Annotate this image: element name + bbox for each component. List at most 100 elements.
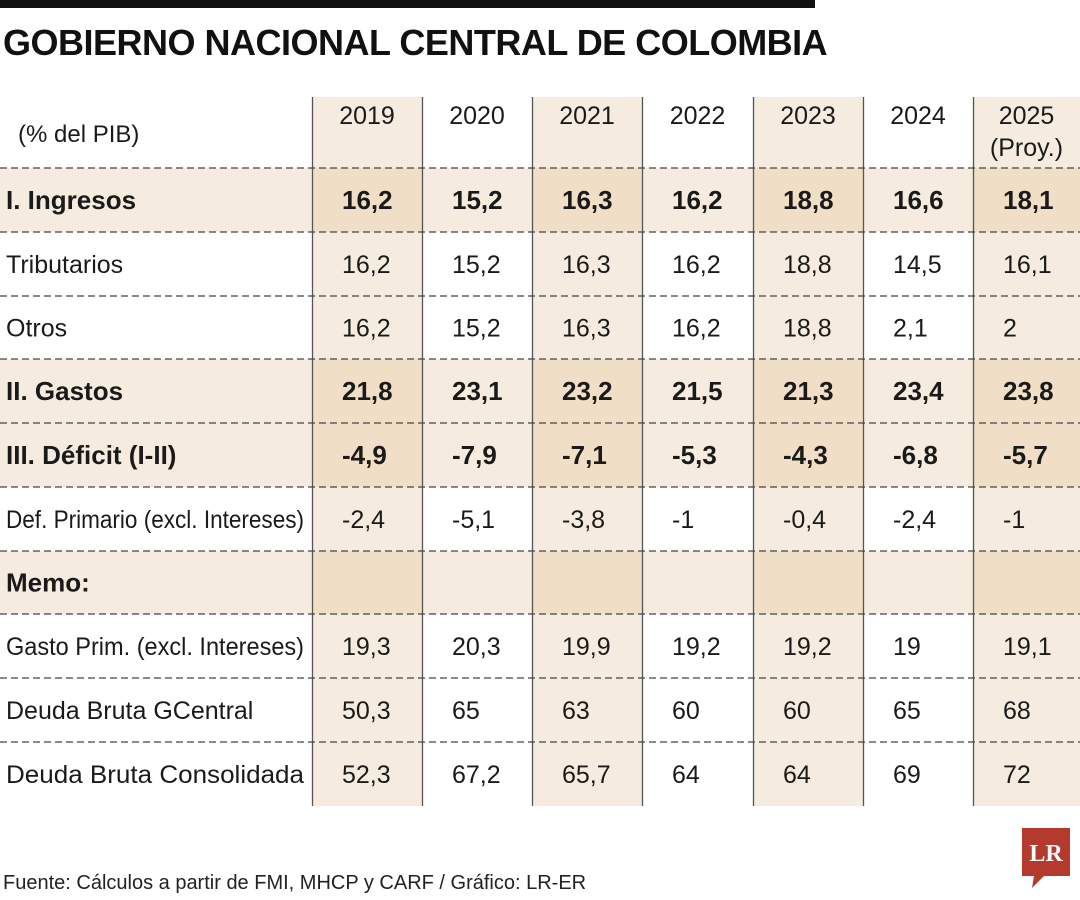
table-cell-value: -2,4 (893, 506, 936, 534)
table-cell-value: -4,9 (342, 440, 387, 470)
bold-row-cell-shade (973, 359, 1080, 423)
table-cell-value: 16,2 (672, 315, 721, 343)
table-cell-value: -2,4 (342, 506, 385, 534)
top-rule (0, 0, 815, 8)
table-cell-value: -0,4 (783, 506, 826, 534)
table-cell-value: 19,2 (672, 633, 721, 661)
lr-logo-icon: LR (1022, 828, 1070, 888)
table-cell-value: 16,2 (672, 251, 721, 279)
bold-row-cell-shade (973, 168, 1080, 232)
table-cell-value: 21,5 (672, 376, 723, 406)
table-cell-value: -6,8 (893, 440, 938, 470)
table-cell-value: 2,1 (893, 315, 928, 343)
table-cell-value: 16,2 (342, 251, 391, 279)
table-cell-value: 60 (783, 697, 811, 725)
table-cell-value: 15,2 (452, 185, 503, 215)
unit-label: (% del PIB) (18, 121, 139, 148)
table-cell-value: 14,5 (893, 251, 942, 279)
bold-row-cell-shade (753, 359, 863, 423)
row-label: Def. Primario (excl. Intereses) (6, 506, 304, 534)
table-cell-value: 69 (893, 761, 921, 789)
table-cell-value: -5,1 (452, 506, 495, 534)
row-label: I. Ingresos (6, 185, 136, 215)
table-cell-value: -7,1 (562, 440, 607, 470)
table-cell-value: 52,3 (342, 761, 391, 789)
bold-row-cell-shade (312, 168, 422, 232)
bold-row-cell-shade (532, 168, 642, 232)
column-header: 2019 (339, 102, 395, 130)
table-cell-value: 18,1 (1003, 185, 1054, 215)
column-header: 2024 (890, 102, 946, 130)
table-cell-value: 23,8 (1003, 376, 1054, 406)
source-footer: Fuente: Cálculos a partir de FMI, MHCP y… (3, 872, 587, 894)
table-cell-value: 21,3 (783, 376, 834, 406)
table-cell-value: 16,1 (1003, 251, 1052, 279)
row-label: Otros (6, 315, 67, 343)
table-cell-value: 64 (783, 761, 811, 789)
table-cell-value: 18,8 (783, 315, 832, 343)
column-header: 2022 (670, 102, 726, 130)
table-cell-value: 16,2 (342, 315, 391, 343)
table-cell-value: 67,2 (452, 761, 501, 789)
table-cell-value: 16,3 (562, 315, 611, 343)
bold-row-cell-shade (973, 551, 1080, 614)
table-cell-value: 18,8 (783, 185, 834, 215)
column-header-sub: (Proy.) (990, 134, 1063, 162)
bold-row-cell-shade (312, 359, 422, 423)
table-cell-value: -5,7 (1003, 440, 1048, 470)
bold-row-cell-shade (753, 168, 863, 232)
table-cell-value: 19 (893, 633, 921, 661)
svg-text:LR: LR (1029, 841, 1063, 867)
bold-row-cell-shade (312, 551, 422, 614)
chart-title: GOBIERNO NACIONAL CENTRAL DE COLOMBIA (3, 22, 828, 63)
table-cell-value: 64 (672, 761, 700, 789)
bold-row-cell-shade (753, 423, 863, 487)
table-cell-value: 68 (1003, 697, 1031, 725)
table-cell-value: 19,1 (1003, 633, 1052, 661)
table-cell-value: 65,7 (562, 761, 611, 789)
table-cell-value: -1 (672, 506, 694, 534)
column-header: 2025 (999, 102, 1055, 130)
bold-row-cell-shade (532, 551, 642, 614)
row-label: III. Déficit (I-II) (6, 440, 176, 470)
bold-row-cell-shade (532, 359, 642, 423)
table-cell-value: 2 (1003, 315, 1017, 343)
table-cell-value: -5,3 (672, 440, 717, 470)
table-cell-value: 15,2 (452, 315, 501, 343)
table-cell-value: 72 (1003, 761, 1031, 789)
row-label: II. Gastos (6, 376, 123, 406)
table-cell-value: 16,3 (562, 185, 613, 215)
table-cell-value: -4,3 (783, 440, 828, 470)
row-label: Memo: (6, 568, 90, 598)
table-cell-value: 50,3 (342, 697, 391, 725)
column-header: 2020 (449, 102, 505, 130)
table-cell-value: 19,3 (342, 633, 391, 661)
data-table: (% del PIB) 2019 2020 2021 2022 2023 2024 2025 (… (0, 97, 1080, 806)
table-cell-value: 21,8 (342, 376, 393, 406)
table-cell-value: 15,2 (452, 251, 501, 279)
table-cell-value: 20,3 (452, 633, 501, 661)
row-label: Gasto Prim. (excl. Intereses) (6, 633, 304, 661)
table-cell-value: -1 (1003, 506, 1025, 534)
column-header: 2021 (559, 102, 615, 130)
table-cell-value: 16,6 (893, 185, 944, 215)
table-cell-value: 18,8 (783, 251, 832, 279)
table-cell-value: -3,8 (562, 506, 605, 534)
table-cell-value: -7,9 (452, 440, 497, 470)
table-cell-value: 16,2 (672, 185, 723, 215)
table-cell-value: 16,3 (562, 251, 611, 279)
bold-row-cell-shade (532, 423, 642, 487)
table-cell-value: 19,9 (562, 633, 611, 661)
column-header: 2023 (780, 102, 836, 130)
row-label: Tributarios (6, 251, 123, 279)
table-cell-value: 23,2 (562, 376, 613, 406)
bold-row-cell-shade (312, 423, 422, 487)
table-cell-value: 23,4 (893, 376, 944, 406)
row-label: Deuda Bruta GCentral (6, 697, 253, 725)
table-cell-value: 60 (672, 697, 700, 725)
row-label: Deuda Bruta Consolidada (6, 761, 304, 789)
table-cell-value: 23,1 (452, 376, 503, 406)
table-cell-value: 63 (562, 697, 590, 725)
table-cell-value: 19,2 (783, 633, 832, 661)
table-cell-value: 16,2 (342, 185, 393, 215)
